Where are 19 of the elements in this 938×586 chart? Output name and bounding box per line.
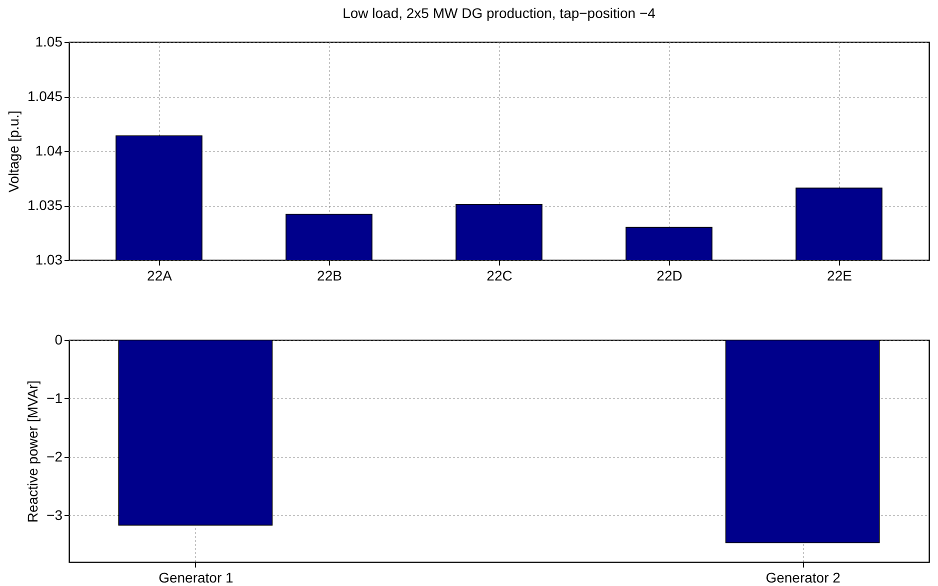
x-tick-label: Generator 1: [158, 570, 234, 586]
y-tick-label: −2: [46, 448, 63, 464]
y-tick-label: −1: [46, 390, 63, 406]
y-tick-label: 0: [54, 332, 63, 348]
x-tick-label: 22A: [147, 268, 173, 284]
y-tick-label: −3: [46, 506, 63, 523]
y-axis-title: Reactive power [MVAr]: [24, 380, 41, 523]
x-tick-label: 22C: [486, 268, 512, 284]
x-tick-label: 22D: [656, 268, 682, 284]
y-tick-label: 1.05: [35, 34, 63, 50]
x-tick-label: 22E: [827, 268, 852, 284]
y-tick-label: 1.035: [27, 197, 63, 213]
chart-title: Low load, 2x5 MW DG production, tap−position −4: [342, 5, 656, 21]
x-tick-label: Generator 2: [766, 570, 841, 586]
y-tick-label: 1.04: [35, 142, 63, 158]
y-axis-title: Voltage [p.u.]: [5, 110, 22, 192]
y-tick-label: 1.045: [27, 88, 63, 104]
x-tick-label: 22B: [317, 268, 342, 284]
y-tick-label: 1.03: [35, 252, 63, 268]
